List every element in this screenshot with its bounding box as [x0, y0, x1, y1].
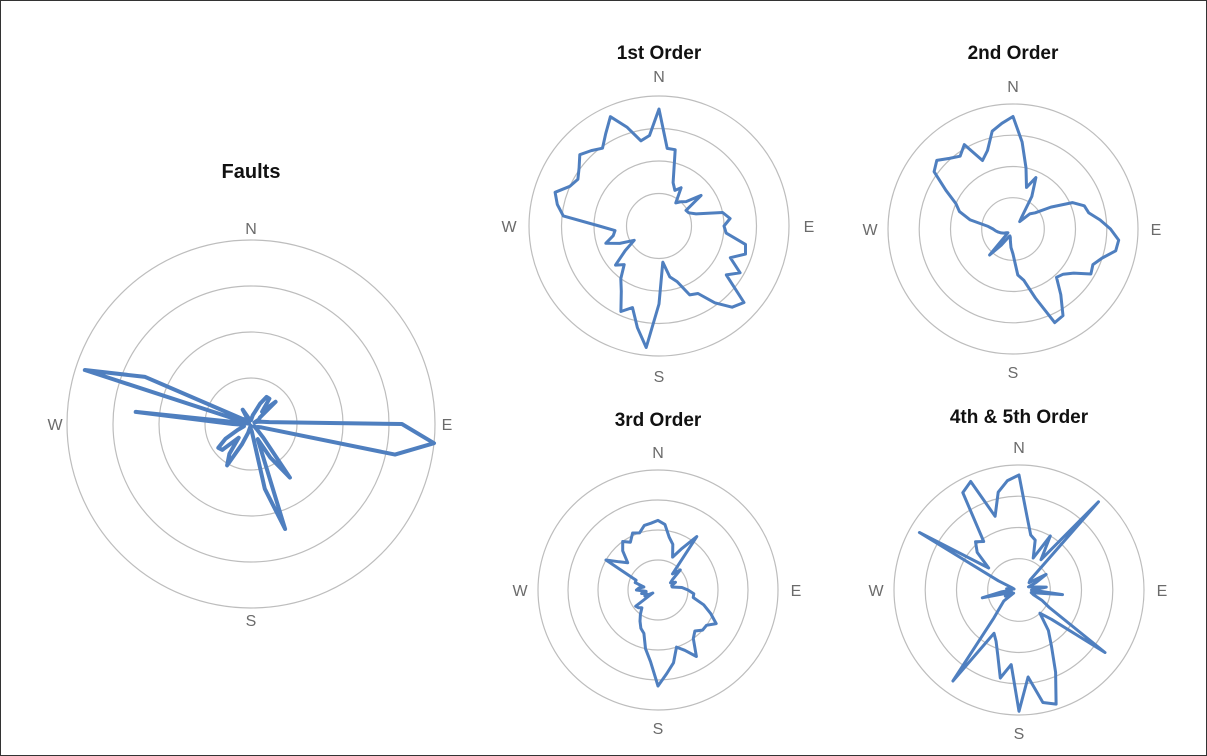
grid-ring [528, 95, 790, 357]
series-line [82, 368, 436, 531]
rose-diagram-faults: Faults N E S W [47, 161, 452, 630]
chart-title: Faults [222, 161, 281, 183]
grid-ring [560, 127, 758, 325]
rose-diagram-1st-order: 1st Order N E S W [501, 43, 814, 386]
grid-ring [893, 464, 1145, 716]
grid-ring [924, 495, 1114, 685]
grid-ring [987, 558, 1051, 622]
grid-ring [66, 239, 436, 609]
series-line [932, 115, 1121, 325]
direction-label-south: S [1008, 365, 1019, 382]
direction-label-south: S [1014, 726, 1025, 743]
grid-ring [625, 192, 693, 260]
grid-ring [597, 529, 719, 651]
grid-ring [537, 469, 779, 711]
direction-label-north: N [1007, 79, 1019, 96]
direction-label-west: W [501, 219, 517, 236]
grid-ring [918, 134, 1108, 324]
direction-label-south: S [654, 369, 665, 386]
grid-ring [593, 160, 725, 292]
direction-label-north: N [245, 221, 257, 238]
rose-diagram-3rd-order: 3rd Order N E S W [512, 410, 801, 738]
direction-label-west: W [47, 417, 63, 434]
direction-label-west: W [862, 222, 878, 239]
series-line [553, 107, 747, 349]
direction-label-west: W [512, 583, 528, 600]
direction-label-east: E [1151, 222, 1162, 239]
chart-title: 4th & 5th Order [950, 407, 1089, 428]
grid-ring [955, 526, 1083, 654]
direction-label-east: E [804, 219, 815, 236]
grid-ring [949, 165, 1077, 293]
direction-label-east: E [791, 583, 802, 600]
direction-label-east: E [1157, 583, 1168, 600]
direction-label-north: N [653, 69, 665, 86]
direction-label-north: N [652, 445, 664, 462]
direction-label-south: S [653, 721, 664, 738]
direction-label-west: W [868, 583, 884, 600]
series-line [917, 473, 1107, 713]
chart-title: 2nd Order [968, 43, 1059, 64]
rose-diagram-2nd-order: 2nd Order N E S W [862, 43, 1161, 382]
chart-title: 1st Order [617, 43, 702, 64]
rose-diagram-4th-5th-order: 4th & 5th Order N E S W [868, 407, 1167, 743]
grid-ring [887, 103, 1139, 355]
chart-title: 3rd Order [615, 410, 702, 431]
grid-ring [567, 499, 749, 681]
direction-label-east: E [442, 417, 453, 434]
series-line [604, 518, 718, 688]
direction-label-north: N [1013, 440, 1025, 457]
direction-label-south: S [246, 613, 257, 630]
